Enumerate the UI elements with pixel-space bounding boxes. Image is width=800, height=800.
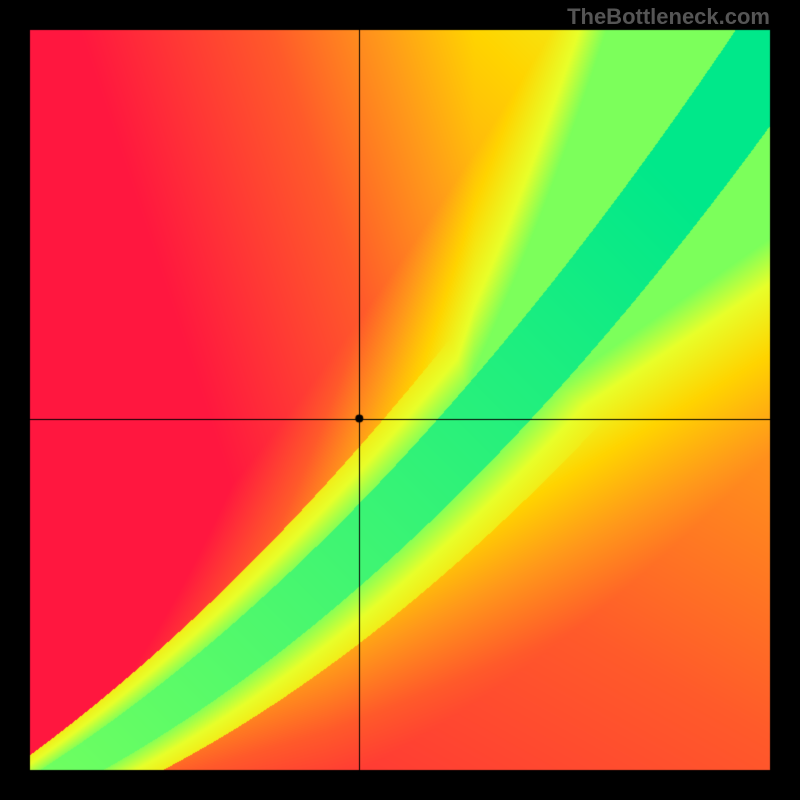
chart-container: TheBottleneck.com <box>0 0 800 800</box>
heatmap-canvas <box>0 0 800 800</box>
watermark-text: TheBottleneck.com <box>567 4 770 30</box>
